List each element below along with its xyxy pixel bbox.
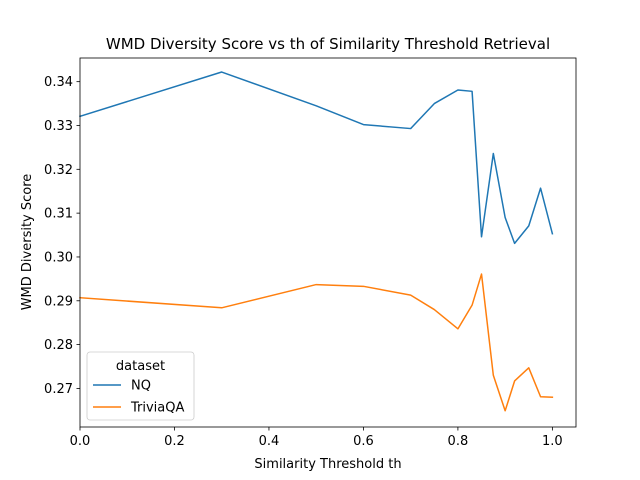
axes-frame: [79, 57, 577, 428]
x-axis-label: Similarity Threshold th: [254, 457, 401, 472]
y-tick-label: 0.27: [44, 382, 73, 397]
y-tick-label: 0.29: [44, 294, 73, 309]
y-axis-label: WMD Diversity Score: [20, 174, 35, 311]
plot-area: 0.0 0.2 0.4 0.6 0.8 1.0 0.27 0.28 0.29 0.30 0.31 0.…: [44, 57, 577, 449]
x-tick-label: 0.0: [70, 434, 91, 449]
y-tick-label: 0.28: [44, 338, 73, 353]
y-tick-label: 0.31: [44, 207, 73, 222]
legend-label-triviaqa: TriviaQA: [130, 401, 184, 416]
y-tick-label: 0.33: [44, 119, 73, 134]
series-line-nq: [79, 71, 554, 245]
legend-title: dataset: [116, 359, 165, 374]
x-tick-label: 0.2: [164, 434, 185, 449]
y-tick-label: 0.32: [44, 163, 73, 178]
x-tick-label: 0.4: [259, 434, 280, 449]
chart-title: WMD Diversity Score vs th of Similarity …: [106, 35, 550, 53]
x-tick-label: 0.6: [353, 434, 374, 449]
x-tick-label: 1.0: [542, 434, 563, 449]
y-tick-label: 0.30: [44, 250, 73, 265]
legend-box: [86, 351, 195, 421]
series-line-triviaqa: [79, 273, 554, 412]
legend-label-nq: NQ: [131, 379, 151, 394]
x-tick-label: 0.8: [448, 434, 469, 449]
y-tick-label: 0.34: [44, 75, 73, 90]
